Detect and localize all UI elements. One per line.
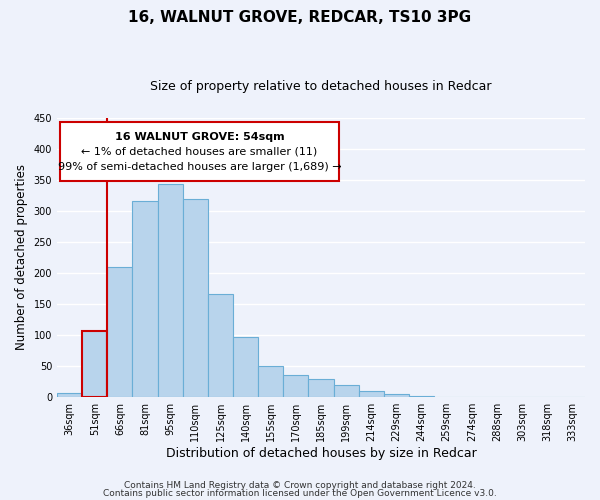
Bar: [208, 294, 233, 397]
Bar: [384, 394, 409, 397]
Bar: [334, 386, 359, 397]
Bar: [308, 378, 334, 397]
Bar: [233, 337, 258, 397]
Text: ← 1% of detached houses are smaller (11): ← 1% of detached houses are smaller (11): [82, 146, 318, 156]
Bar: [434, 396, 459, 397]
Bar: [359, 391, 384, 397]
Text: Contains HM Land Registry data © Crown copyright and database right 2024.: Contains HM Land Registry data © Crown c…: [124, 481, 476, 490]
Bar: [409, 396, 434, 397]
Text: 16, WALNUT GROVE, REDCAR, TS10 3PG: 16, WALNUT GROVE, REDCAR, TS10 3PG: [128, 10, 472, 25]
Text: 99% of semi-detached houses are larger (1,689) →: 99% of semi-detached houses are larger (…: [58, 162, 341, 172]
X-axis label: Distribution of detached houses by size in Redcar: Distribution of detached houses by size …: [166, 447, 476, 460]
Bar: [107, 267, 133, 397]
Bar: [283, 376, 308, 397]
Title: Size of property relative to detached houses in Redcar: Size of property relative to detached ho…: [150, 80, 492, 93]
FancyBboxPatch shape: [59, 122, 340, 180]
Bar: [57, 393, 82, 397]
Text: Contains public sector information licensed under the Open Government Licence v3: Contains public sector information licen…: [103, 488, 497, 498]
Y-axis label: Number of detached properties: Number of detached properties: [15, 164, 28, 350]
Bar: [158, 184, 183, 397]
Bar: [133, 201, 158, 397]
Text: 16 WALNUT GROVE: 54sqm: 16 WALNUT GROVE: 54sqm: [115, 132, 284, 142]
Bar: [82, 332, 107, 397]
Bar: [258, 366, 283, 397]
Bar: [183, 199, 208, 397]
